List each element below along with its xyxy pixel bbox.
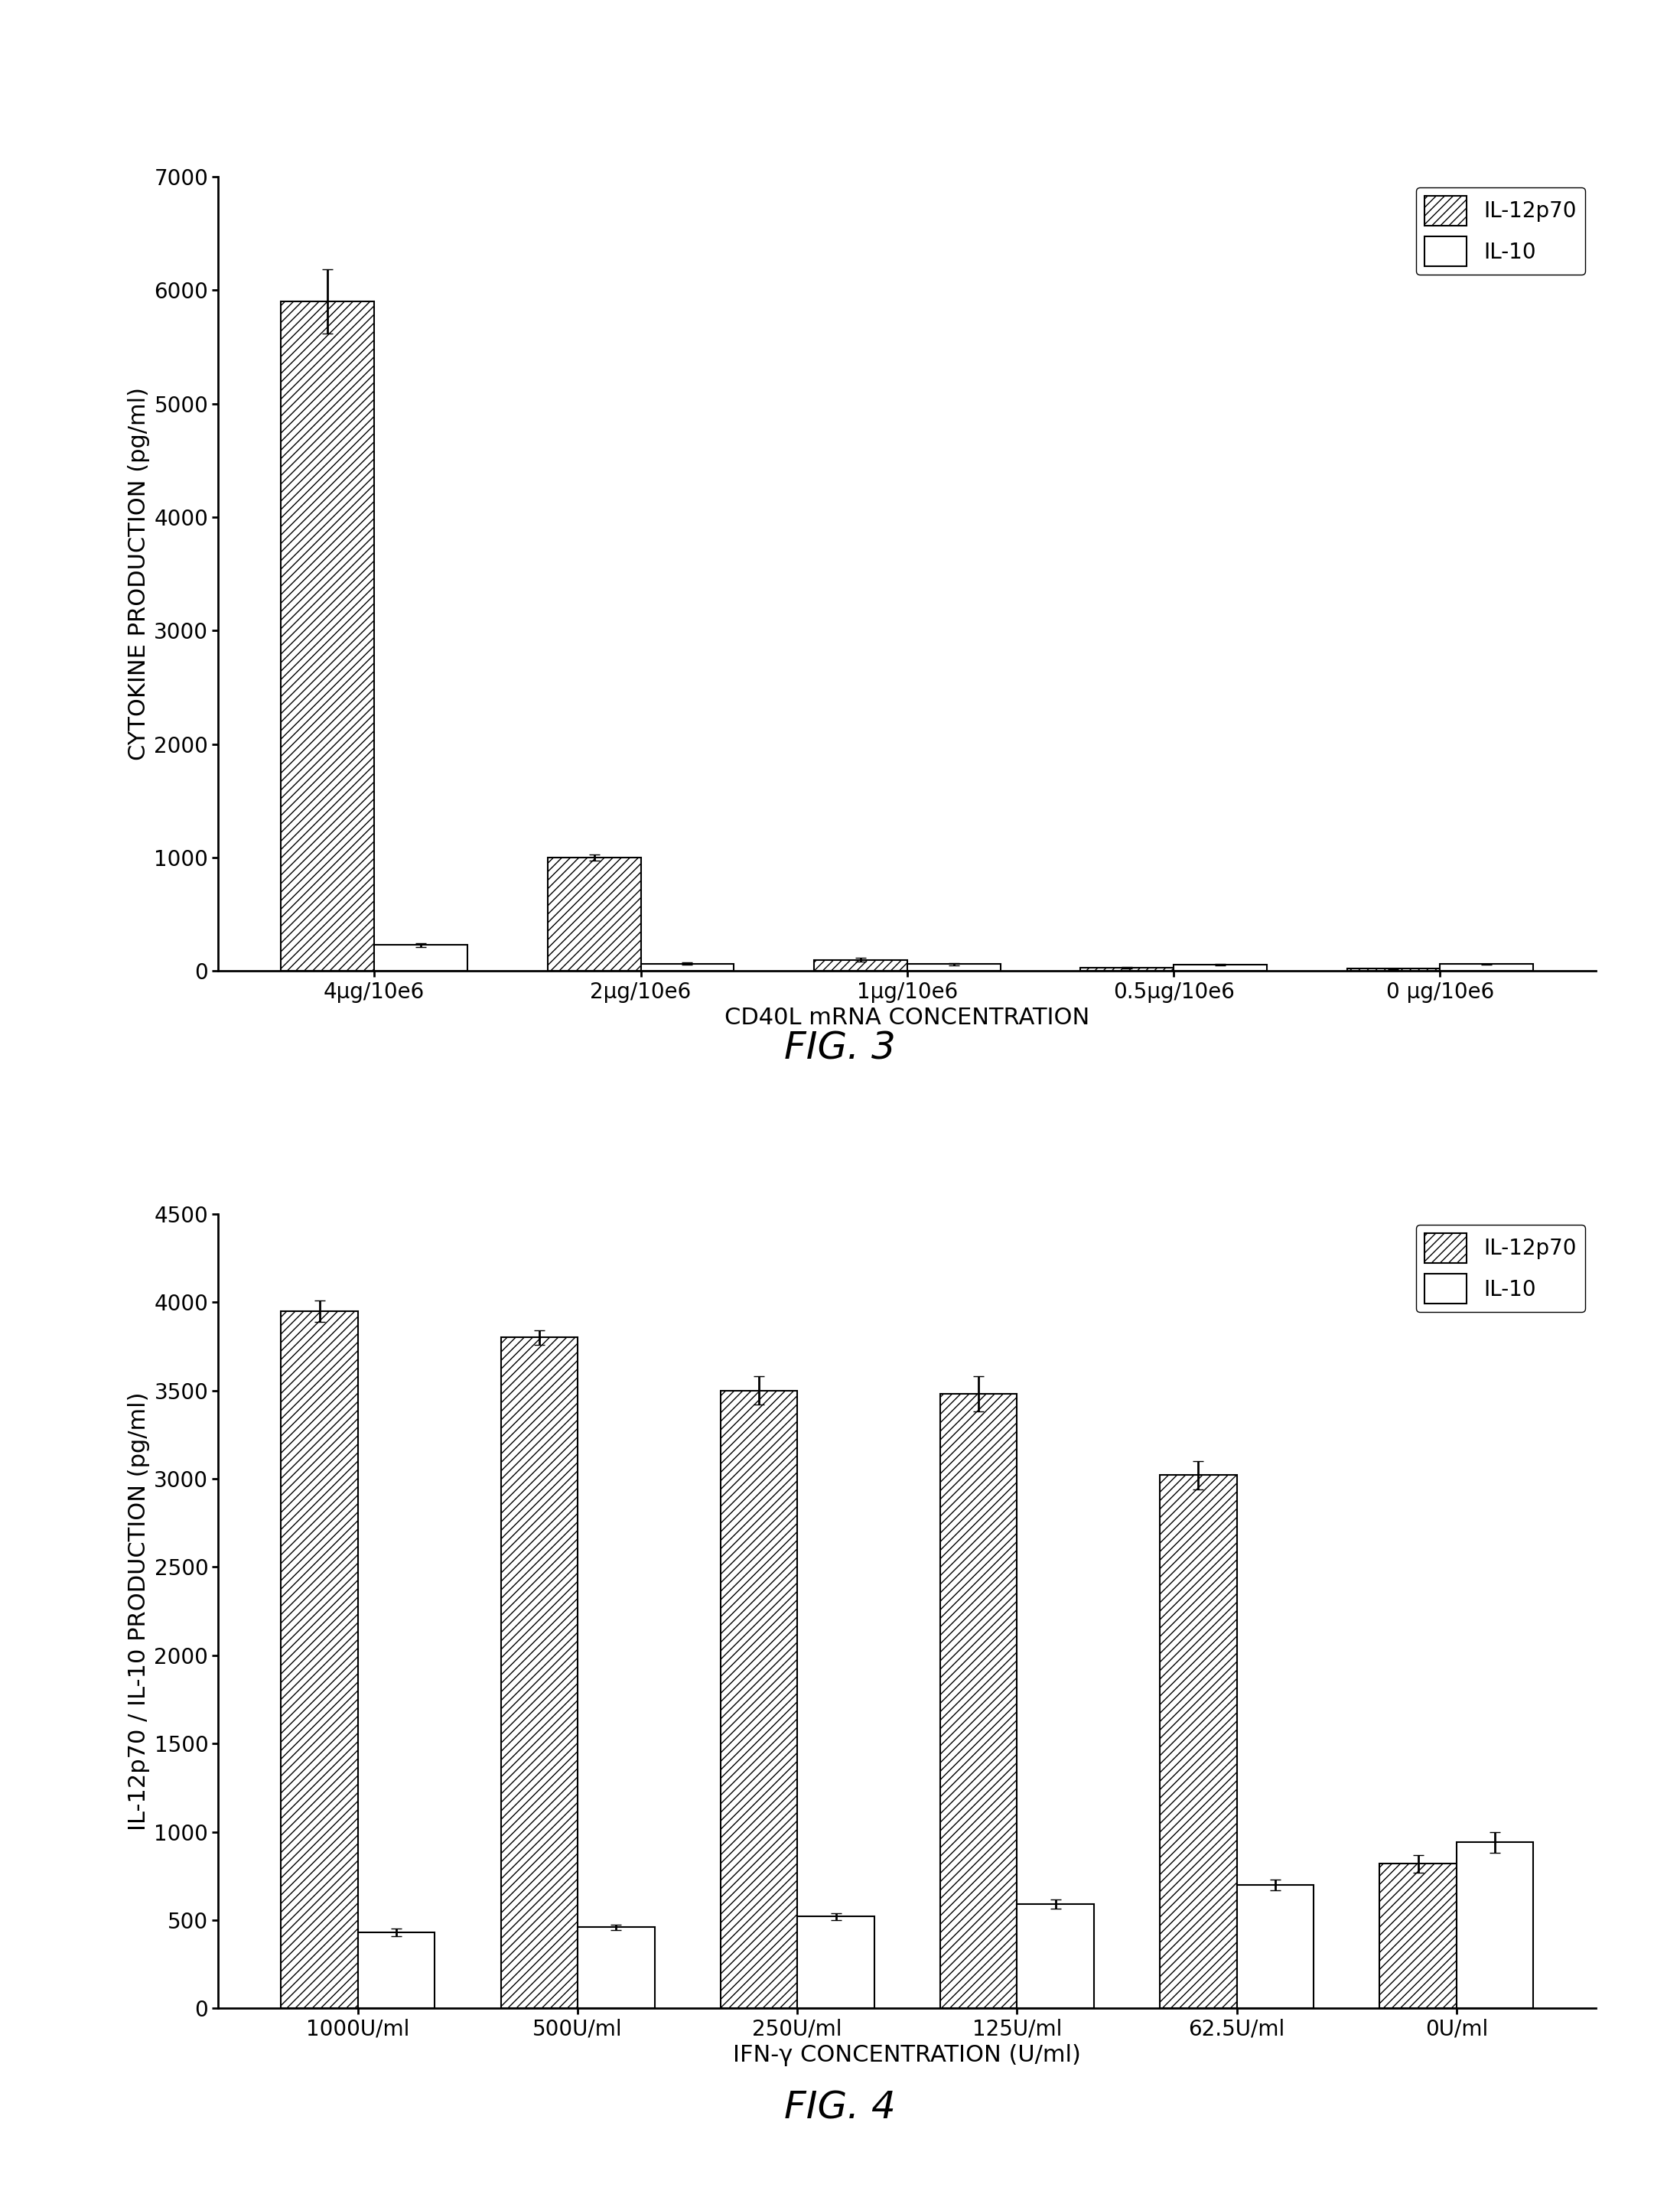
Bar: [941, 1395, 1016, 2008]
Legend: IL-12p70, IL-10: IL-12p70, IL-10: [1416, 1225, 1586, 1313]
Bar: [1159, 1474, 1236, 2008]
Bar: [548, 859, 640, 971]
X-axis label: IFN-γ CONCENTRATION (U/ml): IFN-γ CONCENTRATION (U/ml): [732, 2044, 1082, 2066]
Bar: [501, 1337, 578, 2008]
Bar: [640, 964, 734, 971]
Bar: [1347, 969, 1440, 971]
Bar: [721, 1390, 798, 2008]
Bar: [578, 1927, 655, 2008]
Bar: [1016, 1905, 1094, 2008]
Bar: [1236, 1885, 1314, 2008]
X-axis label: CD40L mRNA CONCENTRATION: CD40L mRNA CONCENTRATION: [724, 1006, 1090, 1028]
Bar: [1440, 964, 1534, 971]
Bar: [907, 964, 1001, 971]
Bar: [1080, 967, 1174, 971]
Legend: IL-12p70, IL-10: IL-12p70, IL-10: [1416, 188, 1586, 276]
Y-axis label: IL-12p70 / IL-10 PRODUCTION (pg/ml): IL-12p70 / IL-10 PRODUCTION (pg/ml): [128, 1393, 150, 1830]
Bar: [375, 945, 467, 971]
Y-axis label: CYTOKINE PRODUCTION (pg/ml): CYTOKINE PRODUCTION (pg/ml): [128, 386, 150, 761]
Bar: [281, 1311, 358, 2008]
Text: FIG. 4: FIG. 4: [785, 2090, 895, 2125]
Bar: [798, 1916, 874, 2008]
Text: FIG. 3: FIG. 3: [785, 1031, 895, 1066]
Bar: [1457, 1843, 1534, 2008]
Bar: [813, 960, 907, 971]
Bar: [1379, 1863, 1457, 2008]
Bar: [358, 1933, 435, 2008]
Bar: [1174, 964, 1267, 971]
Bar: [281, 302, 375, 971]
